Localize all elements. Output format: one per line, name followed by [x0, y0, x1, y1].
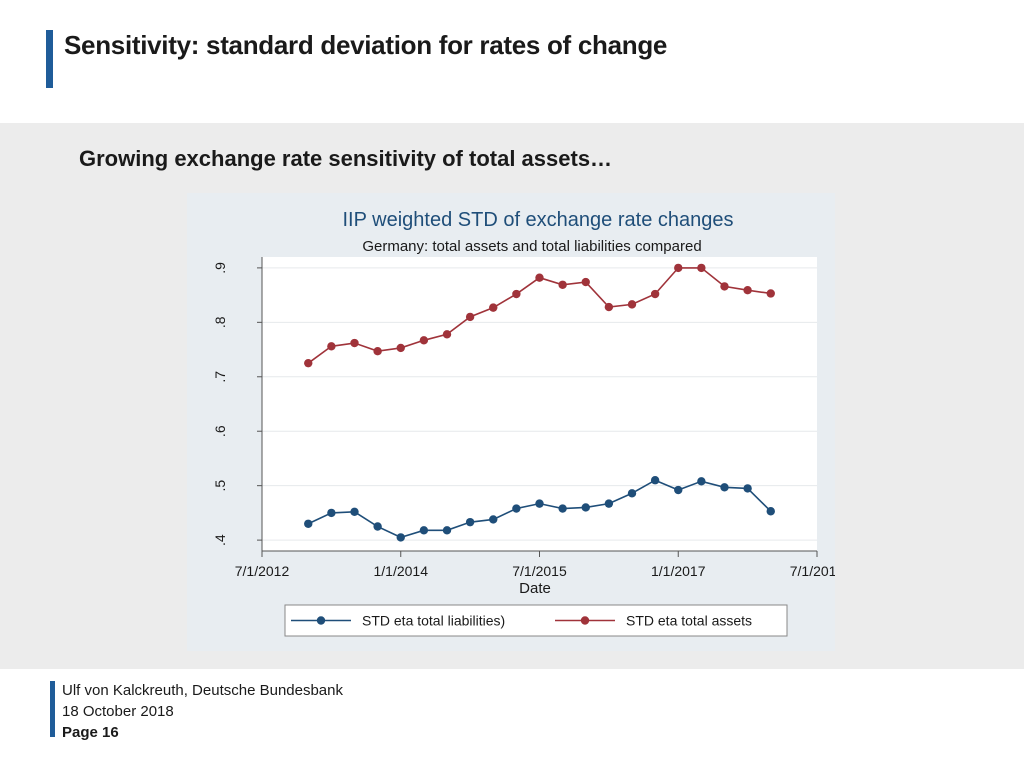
series-0-point: [465, 517, 475, 527]
series-1-point: [604, 302, 614, 312]
legend-label-1: STD eta total assets: [626, 613, 752, 629]
series-1-point: [535, 273, 544, 282]
footer-date: 18 October 2018: [62, 703, 174, 720]
x-tick-label: 1/1/2017: [651, 563, 706, 579]
series-1-point: [627, 300, 637, 309]
series-0-point: [674, 485, 683, 495]
series-1-point: [512, 289, 521, 299]
y-tick-label: .5: [212, 480, 228, 492]
series-1-point: [419, 336, 429, 345]
x-axis-label: Date: [519, 580, 551, 597]
legend-marker-1: [580, 616, 590, 625]
legend-box: [284, 604, 788, 637]
series-1-point: [558, 280, 567, 289]
y-tick-label: .8: [212, 316, 228, 328]
series-0-point: [627, 489, 637, 498]
series-0-point: [489, 515, 498, 524]
series-0-point: [419, 526, 429, 535]
series-1-point: [373, 346, 382, 356]
series-1-point: [697, 263, 706, 273]
series-0-point: [604, 499, 614, 508]
series-1-point: [674, 263, 683, 273]
y-tick-label: .7: [212, 371, 228, 383]
y-tick-label: .6: [212, 425, 228, 437]
x-tick-label: 1/1/2014: [374, 563, 429, 579]
series-1-point: [650, 289, 660, 299]
chart-title: IIP weighted STD of exchange rate change…: [343, 209, 734, 231]
series-1-point: [743, 286, 752, 295]
series-0-point: [512, 504, 521, 513]
series-1-point: [304, 358, 313, 368]
y-tick-label: .4: [212, 534, 228, 546]
footer-page-number: Page 16: [62, 724, 119, 741]
series-0-point: [766, 507, 775, 516]
footer-author: Ulf von Kalckreuth, Deutsche Bundesbank: [62, 682, 343, 699]
series-0-point: [373, 522, 382, 531]
series-1-point: [327, 342, 336, 351]
x-tick-label: 7/1/2012: [235, 563, 290, 579]
series-1-point: [720, 282, 729, 291]
series-0-point: [697, 477, 706, 486]
series-1-point: [766, 289, 775, 298]
title-accent-bar: [46, 30, 53, 88]
series-1-point: [489, 303, 498, 312]
footer: Ulf von Kalckreuth, Deutsche Bundesbank …: [62, 680, 343, 743]
series-1-point: [396, 343, 405, 353]
series-0-point: [350, 507, 359, 516]
chart-container: IIP weighted STD of exchange rate change…: [187, 193, 835, 651]
series-1-point: [442, 330, 452, 339]
series-0-point: [558, 504, 567, 513]
series-1-point: [465, 312, 475, 322]
line-chart: IIP weighted STD of exchange rate change…: [212, 209, 835, 637]
legend-label-0: STD eta total liabilities): [362, 613, 505, 629]
series-0-point: [442, 526, 452, 535]
series-0-point: [650, 476, 660, 485]
slide-subtitle: Growing exchange rate sensitivity of tot…: [79, 146, 613, 171]
y-tick-label: .9: [212, 262, 228, 274]
legend-marker-0: [316, 616, 326, 625]
series-0-point: [396, 533, 405, 542]
footer-accent-bar: [50, 681, 55, 737]
series-1-point: [581, 277, 590, 287]
series-0-point: [535, 499, 544, 508]
x-tick-label: 7/1/2018: [790, 563, 835, 579]
series-0-point: [743, 484, 752, 493]
series-1-point: [350, 338, 359, 348]
page-title: Sensitivity: standard deviation for rate…: [64, 30, 668, 60]
x-tick-label: 7/1/2015: [512, 563, 567, 579]
series-0-point: [304, 519, 313, 528]
series-0-point: [581, 503, 590, 512]
chart-subtitle: Germany: total assets and total liabilit…: [362, 238, 701, 255]
series-0-point: [327, 508, 336, 518]
series-0-point: [720, 483, 729, 492]
